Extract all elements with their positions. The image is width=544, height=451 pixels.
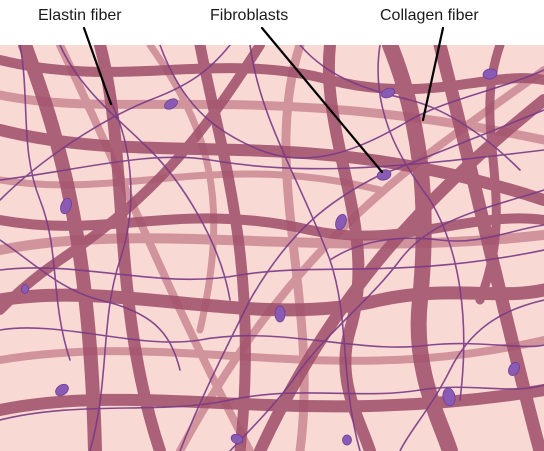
fibroblast-cell [230,433,244,445]
elastin-fiber [59,45,231,301]
fibroblast-cell [380,87,396,99]
collagen-fiber [0,170,384,194]
fibroblasts-leader-line [260,26,384,174]
elastin-fiber [159,45,544,159]
elastin-fiber [0,239,181,371]
elastin-fiber [377,45,465,401]
collagen-fiber [322,45,376,451]
elastin-fiber [399,299,544,451]
collagen-fiber [146,45,218,334]
elastin-fiber [329,224,544,261]
collagen-fiber [0,230,544,255]
elastin-fiber [0,149,544,181]
fibroblast-cell [274,305,286,323]
collagen-fiber [94,45,166,451]
collagen-fiber-label: Collagen fiber [380,7,479,24]
elastin-fiber [0,249,544,281]
elastin-fiber [0,45,231,201]
elastin-fiber [89,99,132,451]
fibroblast-cell [376,169,392,181]
elastin-fiber-label: Elastin fiber [38,7,122,24]
fibroblast-cell [342,434,352,446]
collagen-fiber [382,45,458,451]
elastin-fiber [229,189,544,451]
fibroblast-cell [335,213,347,231]
fibroblast-cell [60,197,72,215]
elastin-fiber [299,45,521,171]
fibroblasts-label: Fibroblasts [210,7,288,24]
collagen-fiber [0,283,544,317]
fibroblast-cell [442,387,456,407]
elastin-fiber [0,327,544,348]
collagen-leader-line [421,26,445,122]
fibroblast-cell [164,98,178,110]
fibroblast-cell [482,68,498,80]
fibroblast-cell [508,362,520,376]
fibroblast-cell [21,284,29,294]
elastin-fiber [0,384,544,421]
fibroblast-cell [55,383,69,397]
collagen-fibers [0,45,544,451]
elastin-fiber [19,45,71,361]
elastin-leader-line [82,26,113,106]
fibroblasts-cells [21,68,520,446]
collagen-fiber [281,45,309,451]
collagen-fiber [0,124,544,206]
elastin-fibers [0,45,544,451]
leader-lines [82,26,445,174]
collagen-fiber [0,45,265,315]
elastin-fiber [179,109,544,451]
collagen-fiber [0,213,544,241]
